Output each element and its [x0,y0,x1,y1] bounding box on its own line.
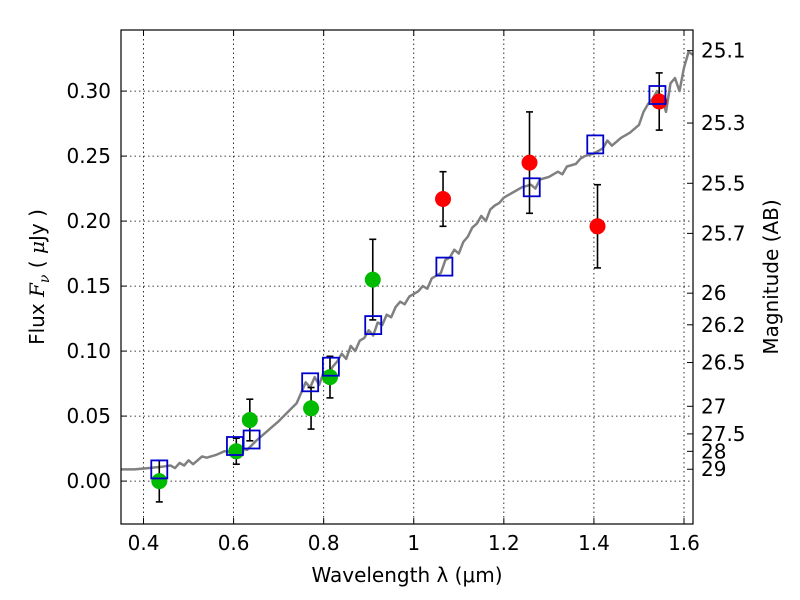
y-axis-label: Flux Fν ( μJy ) [25,209,53,345]
x-tick-label: 1.4 [578,531,610,555]
photometry-point [303,400,320,417]
model-flux-square [648,85,667,105]
mag-tick-label: 26.5 [701,351,746,375]
mag-tick-label: 25.3 [701,111,746,135]
model-spectrum-line [121,50,694,471]
y-tick-label: 0.00 [66,469,111,493]
y-tick-label: 0.15 [66,274,111,298]
model-flux-square [242,429,261,450]
model-flux-square [301,372,320,393]
model-flux-square [321,356,340,377]
x-tick-label: 0.6 [218,531,250,555]
mag-tick-label: 26.2 [701,313,746,337]
photometry-point [521,154,538,171]
y-tick-label: 0.05 [66,404,111,428]
x-tick-label: 1 [407,531,420,555]
model-flux-square [150,459,169,480]
grid [121,30,693,524]
x-tick-label: 1.6 [668,531,700,555]
mag-tick-label: 29 [701,457,726,481]
y-tick-label: 0.10 [66,339,111,363]
x-tick-label: 0.8 [308,531,340,555]
x-axis-label: Wavelength λ (μm) [311,563,502,587]
model-flux-square [364,315,383,336]
y-axis-label-part: ( [25,254,49,275]
tick-labels: 0.4 0.6 0.8 1 1.2 1.4 1.6 0.00 0.05 0.10 0.15 0.20 0… [66,39,745,555]
data-markers [150,85,668,490]
y-tick-label: 0.20 [66,209,111,233]
model-flux-square [522,177,541,198]
secondary-y-axis-label: Magnitude (AB) [759,199,783,354]
y-axis-label-part: F [25,282,49,298]
model-spectrum [121,50,694,471]
photometry-point [151,473,168,490]
y-axis-label-part: Jy ) [25,209,49,243]
mag-tick-label: 27 [701,394,726,418]
photometry-point [651,93,668,110]
plot-frame [120,29,694,525]
model-flux-square [435,256,454,277]
mag-tick-label: 25.5 [701,171,746,195]
y-axis-label-part: μ [25,241,49,254]
model-flux-square [586,134,605,155]
x-tick-label: 1.2 [488,531,520,555]
photometry-point [435,191,452,207]
mag-tick-label: 25.1 [701,39,746,63]
mag-tick-label: 25.7 [701,221,746,245]
photometry-point [589,218,606,235]
y-tick-label: 0.25 [66,144,111,168]
mag-tick-label: 26 [701,281,726,305]
mag-tick-label: 28 [701,439,726,463]
photometry-point [364,271,381,288]
y-tick-label: 0.30 [66,79,111,103]
photometry-point [241,412,258,428]
photometry-point [228,443,245,460]
x-tick-label: 0.4 [128,531,160,555]
y-axis-label-part: Flux [25,297,49,345]
mag-tick-label: 27.5 [701,422,746,446]
photometry-point [321,369,338,386]
y-axis-label-part: ν [37,274,53,283]
axis-ticks [121,30,693,524]
